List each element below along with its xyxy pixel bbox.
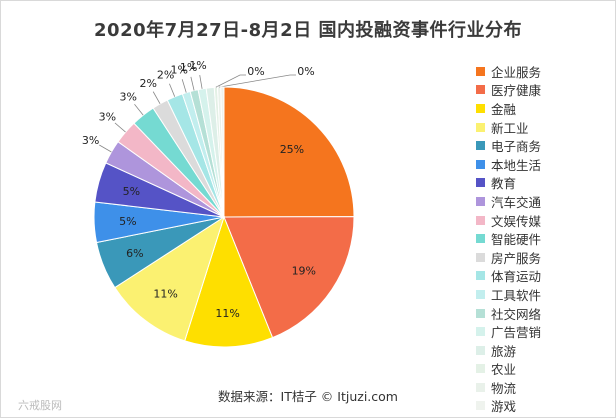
legend-item-7: 教育 [476,174,541,193]
pie-slice-19 [220,86,225,218]
leader-line-11 [152,91,161,105]
legend-item-16: 旅游 [476,341,541,360]
leader-line-13 [181,79,187,93]
legend-item-13: 工具软件 [476,285,541,304]
legend-label: 汽车交通 [491,194,542,210]
data-label-10: 3% [120,90,137,103]
legend-item-14: 社交网络 [476,304,541,323]
data-label-1: 25% [280,143,304,156]
legend-item-6: 本地生活 [476,155,541,174]
data-label-12: 2% [157,68,174,81]
legend-label: 教育 [491,176,517,192]
legend-item-8: 汽车交通 [476,192,541,211]
legend-swatch [476,289,485,299]
legend-swatch [476,252,485,262]
legend-label: 本地生活 [491,157,542,173]
legend-item-10: 智能硬件 [476,229,541,248]
legend-label: 体育运动 [491,269,542,285]
legend-swatch [476,401,485,411]
legend-swatch [476,159,485,169]
legend-swatch [476,66,485,76]
legend-label: 金融 [491,101,517,117]
legend-label: 文娱传媒 [491,213,542,229]
leader-line-14 [190,76,195,91]
legend-label: 新工业 [491,120,529,136]
leader-line-8 [99,144,112,153]
legend-item-12: 体育运动 [476,267,541,286]
leader-line-18 [219,74,296,88]
legend-label: 医疗健康 [491,83,542,99]
legend-item-19: 游戏 [476,397,541,416]
legend-item-1: 企业服务 [476,62,541,81]
legend-swatch [476,345,485,355]
data-label-6: 5% [119,215,136,228]
legend-label: 旅游 [491,343,517,359]
data-label-8: 3% [82,134,99,147]
pie-slice-1 [223,86,355,218]
legend-label: 游戏 [491,399,517,415]
legend-item-3: 金融 [476,99,541,118]
data-label-3: 11% [215,307,239,320]
leader-line-10 [134,103,144,116]
legend-label: 企业服务 [491,64,542,80]
legend-swatch [476,327,485,337]
legend-item-2: 医疗健康 [476,81,541,100]
legend-swatch [476,178,485,188]
leader-line-15 [199,74,203,89]
pie-slice-4 [114,215,225,342]
legend-label: 社交网络 [491,306,542,322]
data-label-15: 1% [189,59,206,72]
legend-item-11: 房产服务 [476,248,541,267]
legend-label: 工具软件 [491,287,542,303]
legend-item-5: 电子商务 [476,136,541,155]
legend: 企业服务医疗健康金融新工业电子商务本地生活教育汽车交通文娱传媒智能硬件房产服务体… [476,62,541,415]
legend-label: 农业 [491,362,517,378]
leader-line-17 [215,74,246,88]
legend-swatch [476,308,485,318]
data-label-11: 2% [140,77,157,90]
data-label-14: 1% [180,61,197,74]
legend-item-4: 新工业 [476,118,541,137]
legend-item-9: 文娱传媒 [476,211,541,230]
legend-swatch [476,85,485,95]
leader-line-12 [169,83,176,97]
legend-swatch [476,215,485,225]
pie-slice-3 [184,215,274,348]
legend-swatch [476,196,485,206]
legend-item-18: 物流 [476,378,541,397]
data-label-7: 5% [123,185,140,198]
data-label-17: 0% [247,65,264,78]
data-label-2: 19% [292,265,316,278]
data-label-13: 1% [171,64,188,77]
legend-item-17: 农业 [476,360,541,379]
data-label-4: 11% [153,287,177,300]
legend-label: 广告营销 [491,325,542,341]
pie-slice-2 [223,216,355,339]
legend-swatch [476,141,485,151]
legend-swatch [476,234,485,244]
data-label-5: 6% [126,247,143,260]
legend-label: 智能硬件 [491,232,542,248]
legend-label: 房产服务 [491,250,542,266]
leader-line-9 [114,122,126,133]
legend-swatch [476,382,485,392]
legend-swatch [476,103,485,113]
legend-swatch [476,271,485,281]
data-label-18: 0% [297,65,314,78]
watermark: 六戒股网 [18,399,62,412]
legend-label: 物流 [491,380,517,396]
legend-label: 电子商务 [491,139,542,155]
legend-swatch [476,364,485,374]
chart-title: 2020年7月27日-8月2日 国内投融资事件行业分布 [94,20,522,41]
legend-item-15: 广告营销 [476,322,541,341]
data-source: 数据来源：IT桔子 © Itjuzi.com [218,389,398,404]
data-label-9: 3% [99,110,116,123]
legend-swatch [476,122,485,132]
